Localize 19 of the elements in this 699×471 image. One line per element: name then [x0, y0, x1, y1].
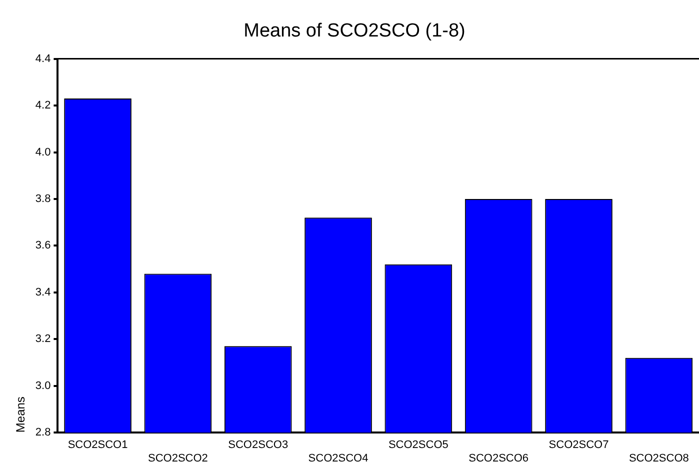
x-tick-label: SCO2SCO3 [228, 439, 288, 452]
y-tick-label: 3.6 [35, 240, 51, 252]
y-tick-label: 4.2 [35, 100, 51, 112]
y-tick-label: 3.8 [35, 193, 51, 206]
chart-title: Means of SCO2SCO (1-8) [244, 20, 466, 42]
x-tick-label: SCO2SCO2 [148, 452, 208, 464]
x-tick-label: SCO2SCO5 [388, 439, 448, 452]
y-tick-label: 3.2 [35, 333, 51, 346]
y-tick-label: 4.4 [35, 52, 51, 65]
y-tick-label: 2.8 [35, 426, 51, 439]
y-tick-label: 4.0 [35, 146, 51, 158]
y-tick-label: 3.0 [35, 380, 51, 392]
x-tick-label: SCO2SCO6 [468, 452, 529, 464]
y-axis-title: Means [14, 396, 28, 433]
x-tick-label: SCO2SCO7 [548, 439, 609, 452]
y-tick-label: 3.4 [35, 286, 51, 298]
x-tick-label: SCO2SCO4 [308, 452, 368, 464]
x-tick-label: SCO2SCO1 [68, 439, 128, 452]
x-tick-label: SCO2SCO8 [628, 452, 689, 464]
